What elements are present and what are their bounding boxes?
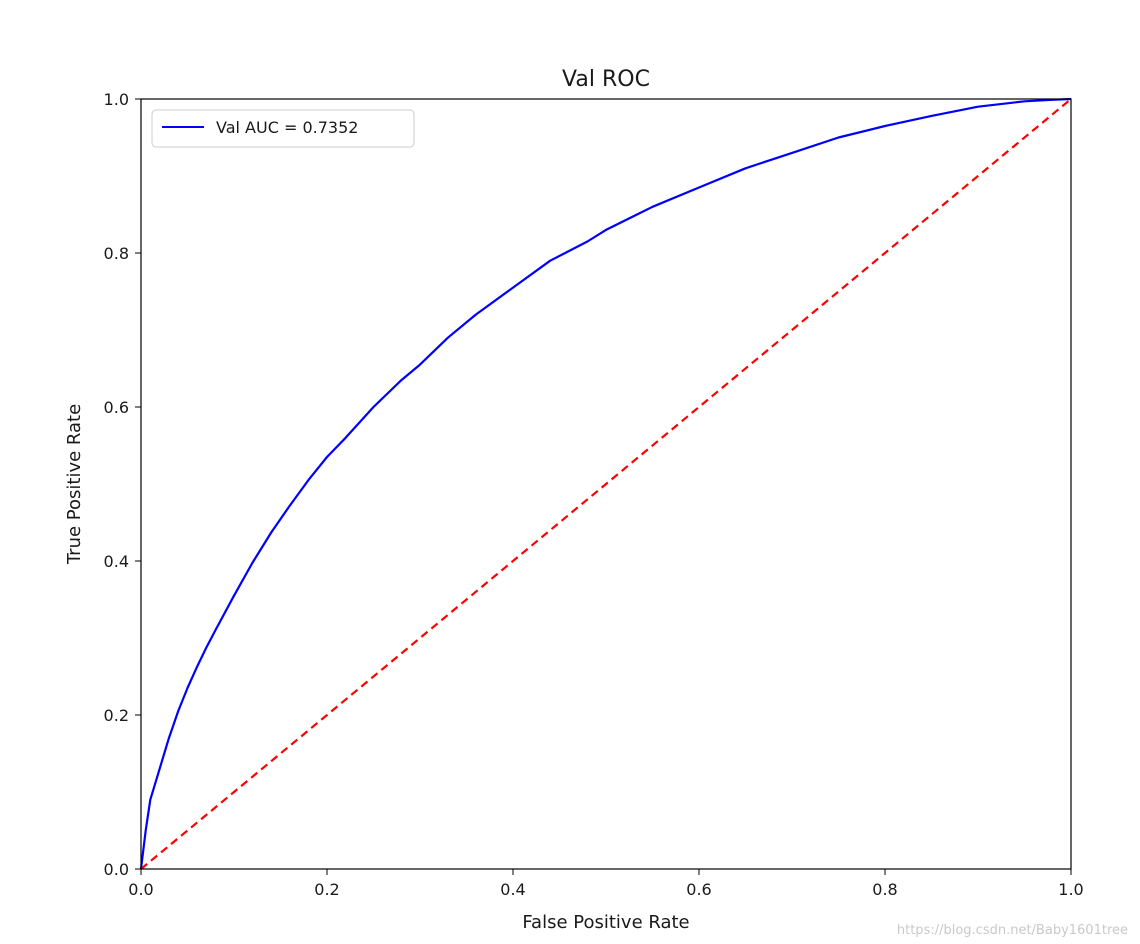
legend: Val AUC = 0.7352 xyxy=(151,109,415,148)
y-tick-label: 0.8 xyxy=(104,244,129,263)
y-tick-label: 0.6 xyxy=(104,398,129,417)
x-tick-label: 1.0 xyxy=(1058,880,1083,899)
chart-title: Val ROC xyxy=(562,67,650,92)
x-tick-label: 0.6 xyxy=(686,880,711,899)
x-tick-label: 0.8 xyxy=(872,880,897,899)
y-tick-label: 0.2 xyxy=(104,706,129,725)
x-tick-label: 0.4 xyxy=(500,880,525,899)
x-tick-label: 0.2 xyxy=(314,880,339,899)
plot-frame xyxy=(140,98,1072,870)
y-tick-label: 1.0 xyxy=(104,90,129,109)
legend-box xyxy=(151,109,415,148)
x-tick-label: 0.0 xyxy=(128,880,153,899)
x-axis-ticks: 0.0 0.2 0.4 0.6 0.8 1.0 xyxy=(128,869,1084,899)
y-axis-ticks: 0.0 0.2 0.4 0.6 0.8 1.0 xyxy=(104,90,141,879)
watermark: https://blog.csdn.net/Baby1601tree xyxy=(896,923,1128,938)
y-axis-label: True Positive Rate xyxy=(64,404,85,565)
series-line-val-roc xyxy=(139,97,1072,870)
legend-label-val-auc: Val AUC = 0.7352 xyxy=(216,118,358,137)
x-axis-label: False Positive Rate xyxy=(522,912,689,933)
series-line-random-baseline xyxy=(140,98,1072,870)
y-tick-label: 0.0 xyxy=(104,860,129,879)
y-tick-label: 0.4 xyxy=(104,552,129,571)
series-layer xyxy=(139,97,1072,870)
